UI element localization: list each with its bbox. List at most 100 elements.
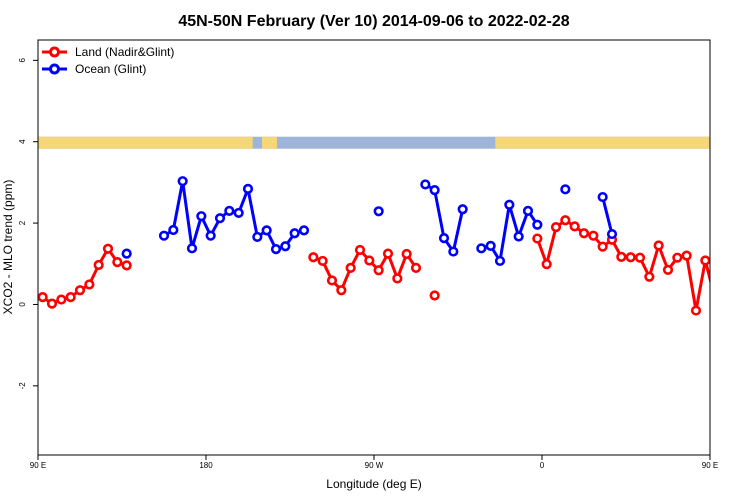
series-line-land — [535, 218, 710, 313]
data-point-ocean — [438, 233, 450, 244]
data-point-land — [401, 248, 412, 260]
data-point-land — [65, 292, 76, 303]
x-axis: 90 E 180 90 W 0 90 E — [30, 455, 718, 470]
data-point-land — [336, 285, 347, 296]
data-point-land — [102, 243, 114, 254]
data-point-land — [739, 293, 747, 301]
data-point-ocean — [494, 255, 506, 267]
data-point-ocean — [504, 199, 515, 210]
x-tick-label: 90 W — [365, 461, 384, 470]
data-point-land — [681, 250, 692, 261]
data-point-land — [709, 295, 710, 300]
legend-swatch-marker-land — [49, 46, 60, 58]
data-point-ocean — [252, 231, 263, 243]
data-point-land — [308, 252, 319, 263]
strip-land-segment — [38, 136, 253, 149]
data-point-land — [569, 221, 580, 232]
data-point-land — [690, 305, 702, 316]
data-point-land — [653, 240, 664, 251]
data-point-ocean — [270, 244, 282, 255]
data-point-ocean — [532, 219, 543, 230]
data-point-land — [392, 273, 403, 284]
data-point-land — [597, 241, 608, 252]
data-point-ocean — [242, 183, 254, 195]
data-point-land — [93, 259, 104, 271]
data-point-ocean — [233, 207, 244, 219]
legend-item-ocean: Ocean (Glint) — [42, 62, 146, 76]
data-point-land — [429, 290, 440, 301]
data-point-land — [382, 248, 394, 259]
data-point-land — [326, 275, 338, 286]
data-point-land — [625, 252, 636, 263]
legend: Land (Nadir&Glint) Ocean (Glint) — [42, 45, 174, 76]
data-point-land — [74, 285, 86, 296]
data-point-land — [410, 262, 422, 273]
x-tick-label: 90 E — [702, 461, 718, 470]
y-axis: -2 0 2 4 6 — [18, 58, 38, 390]
data-point-ocean — [485, 240, 496, 251]
data-point-ocean — [224, 205, 235, 216]
legend-item-land: Land (Nadir&Glint) — [42, 45, 174, 59]
series-line-land — [41, 247, 128, 306]
land-ocean-strip — [38, 136, 710, 149]
series-ocean — [121, 176, 618, 267]
y-tick-label: -2 — [18, 382, 27, 390]
data-point-land — [532, 233, 543, 244]
data-series — [38, 176, 747, 316]
data-point-land — [588, 230, 599, 241]
data-point-ocean — [597, 191, 608, 203]
data-point-land — [56, 294, 67, 305]
data-point-ocean — [121, 248, 132, 259]
data-point-ocean — [513, 231, 524, 242]
data-point-ocean — [457, 204, 468, 215]
data-point-land — [550, 222, 562, 233]
data-point-land — [317, 255, 328, 267]
data-point-ocean — [205, 230, 216, 241]
data-point-land — [121, 260, 132, 271]
data-point-land — [720, 300, 728, 308]
data-point-ocean — [560, 184, 571, 195]
data-point-ocean — [429, 185, 440, 196]
data-point-ocean — [168, 224, 179, 236]
data-point-land — [373, 265, 384, 276]
x-axis-label: Longitude (deg E) — [326, 477, 421, 491]
data-point-land — [38, 292, 48, 303]
x-tick-label: 90 E — [30, 461, 46, 470]
data-point-ocean — [522, 205, 534, 216]
data-point-ocean — [289, 228, 300, 239]
data-point-land — [84, 279, 95, 290]
y-axis-label: XCO2 - MLO trend (ppm) — [1, 180, 15, 315]
strip-land-segment — [262, 136, 277, 149]
data-point-land — [541, 259, 552, 270]
series-land — [38, 215, 747, 316]
data-point-land — [672, 252, 683, 263]
data-point-land — [578, 228, 590, 239]
series-line-ocean — [163, 179, 305, 251]
data-point-ocean — [280, 241, 291, 252]
data-point-ocean — [186, 243, 198, 254]
y-tick-label: 0 — [18, 302, 27, 307]
data-point-ocean — [373, 206, 384, 217]
data-point-ocean — [420, 179, 431, 190]
data-point-land — [112, 257, 123, 268]
data-point-ocean — [606, 228, 618, 240]
data-point-ocean — [177, 176, 188, 187]
strip-land-segment — [495, 136, 710, 149]
plot-frame — [37, 39, 711, 456]
legend-label-ocean: Ocean (Glint) — [75, 62, 146, 76]
chart-title: 45N-50N February (Ver 10) 2014-09-06 to … — [178, 13, 569, 30]
x-tick-label: 180 — [199, 461, 213, 470]
y-tick-label: 6 — [18, 58, 27, 63]
data-point-land — [644, 271, 655, 282]
data-point-ocean — [298, 225, 310, 236]
data-point-land — [700, 255, 710, 266]
y-tick-label: 4 — [18, 139, 27, 144]
data-point-land — [46, 298, 58, 309]
data-point-land — [662, 264, 674, 275]
x-tick-label: 0 — [540, 461, 545, 470]
data-point-land — [616, 251, 627, 262]
data-point-ocean — [476, 243, 487, 254]
data-point-land — [560, 215, 571, 226]
y-tick-label: 2 — [18, 220, 27, 225]
